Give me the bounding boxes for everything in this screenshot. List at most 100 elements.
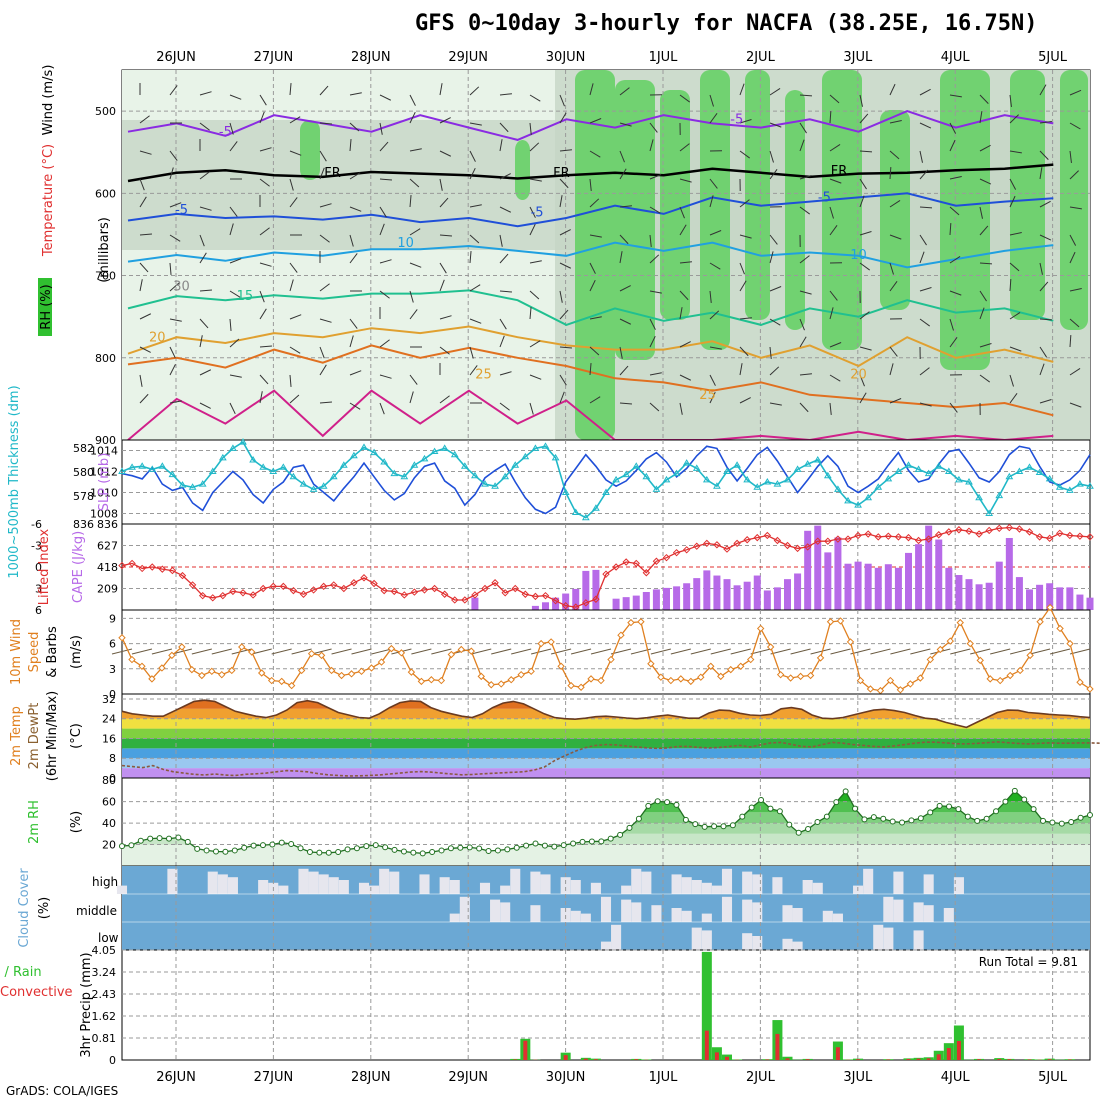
slp-lines — [118, 438, 1094, 521]
wind-tick: 3 — [109, 663, 116, 676]
wind10m-unit: (m/s) — [69, 635, 84, 669]
wind-barb — [769, 88, 781, 96]
wind-speed-point — [138, 662, 146, 670]
wind-speed-point — [467, 647, 475, 655]
slp-thickness-panel: 582 580 578 836 1014 1012 1010 1008 1000~500mb … — [7, 385, 1094, 579]
wind-barb — [139, 346, 151, 353]
cloud-cell — [298, 868, 309, 894]
rh-point — [325, 849, 332, 856]
rh-point — [842, 788, 849, 795]
rh-point — [579, 838, 586, 845]
rh-point — [889, 818, 896, 825]
cloud-bars — [116, 866, 1090, 950]
wind-barb — [439, 262, 447, 274]
cape-bar — [592, 569, 600, 610]
wind-barb — [619, 346, 623, 359]
wind-barb — [979, 144, 991, 152]
wind-barb — [289, 178, 294, 191]
thickness-point — [329, 472, 338, 480]
wind-barb — [169, 282, 180, 292]
temp-band — [122, 728, 1090, 739]
li-point — [259, 584, 267, 593]
wind-speed-point — [198, 671, 206, 680]
wind-barb — [499, 139, 503, 152]
surface-barb — [890, 648, 911, 655]
li-point — [491, 579, 499, 587]
wind-barb — [889, 262, 894, 275]
isotherm-purple — [127, 110, 1054, 141]
wind-barb — [259, 147, 272, 152]
rh-point — [823, 813, 830, 820]
wind-barb — [979, 343, 992, 348]
wind-barb — [169, 150, 178, 161]
thickness-point — [128, 463, 136, 470]
thickness-point — [682, 459, 691, 466]
wind-barb — [199, 234, 205, 247]
wind-speed-point — [1056, 624, 1064, 633]
cloud-high-label: high — [92, 875, 118, 889]
surface-barb — [790, 648, 811, 655]
wind10m-line — [118, 603, 1094, 695]
cloud-cell — [943, 908, 954, 922]
wind-barb — [739, 83, 745, 96]
wind-barb — [949, 256, 961, 264]
wind-barb — [1009, 346, 1022, 352]
cape-bar — [773, 587, 781, 610]
precip-conv-bar — [835, 1047, 840, 1060]
li-tick: 0 — [35, 561, 42, 574]
wind-barb — [559, 94, 565, 107]
surface-barb — [471, 648, 492, 655]
wind-barb — [469, 86, 480, 96]
li-point — [188, 581, 197, 589]
wind-barb — [859, 150, 873, 153]
wind-barb — [829, 402, 832, 415]
li-point — [1015, 525, 1024, 533]
thickness-point — [218, 453, 227, 461]
thickness-point — [874, 483, 883, 490]
li-point — [985, 526, 993, 535]
wind-speed-point — [337, 671, 346, 680]
li-point — [1086, 533, 1094, 541]
wind-barb — [949, 176, 962, 180]
wind-speed-point — [826, 618, 835, 626]
date-label-top: 5JUL — [1038, 50, 1068, 65]
cape-bar — [1036, 584, 1044, 610]
cloud-cell — [812, 882, 823, 894]
thickness-point — [561, 488, 570, 495]
li-line — [118, 523, 1094, 611]
wind-barb — [619, 205, 632, 208]
li-tick: -3 — [31, 540, 42, 553]
precip-conv-bar — [563, 1055, 568, 1060]
li-point — [814, 537, 822, 545]
rh-point — [908, 817, 915, 824]
rh-point — [1058, 820, 1065, 827]
li-point — [128, 559, 136, 568]
cloud-cell — [338, 880, 349, 894]
rh-point — [758, 797, 765, 803]
wind-barb — [1039, 84, 1047, 96]
thickness-point — [380, 458, 389, 465]
thickness-point — [279, 463, 288, 470]
wind-barb — [769, 346, 772, 359]
thickness-point — [864, 493, 873, 501]
wind-barb — [889, 346, 898, 357]
cloud-cell — [590, 882, 601, 894]
thickness-point — [1065, 486, 1074, 493]
precip-conv-bar — [725, 1056, 729, 1060]
wind-barb — [499, 234, 503, 247]
wind-speed-point — [647, 660, 655, 668]
wind-barb — [169, 262, 172, 275]
wind-barb — [379, 259, 392, 264]
thickness-point — [440, 444, 449, 451]
wind-barb — [199, 206, 212, 211]
cloud-middle-label: middle — [76, 904, 117, 918]
wind-barb — [889, 280, 898, 292]
rh-point — [551, 843, 558, 850]
li-point — [1025, 528, 1034, 536]
wind-barb — [859, 231, 872, 236]
rh-point — [306, 849, 313, 856]
surface-barb — [271, 648, 292, 655]
rh-point — [927, 809, 934, 816]
wind-barb — [799, 175, 812, 180]
rh-blob — [615, 80, 655, 360]
